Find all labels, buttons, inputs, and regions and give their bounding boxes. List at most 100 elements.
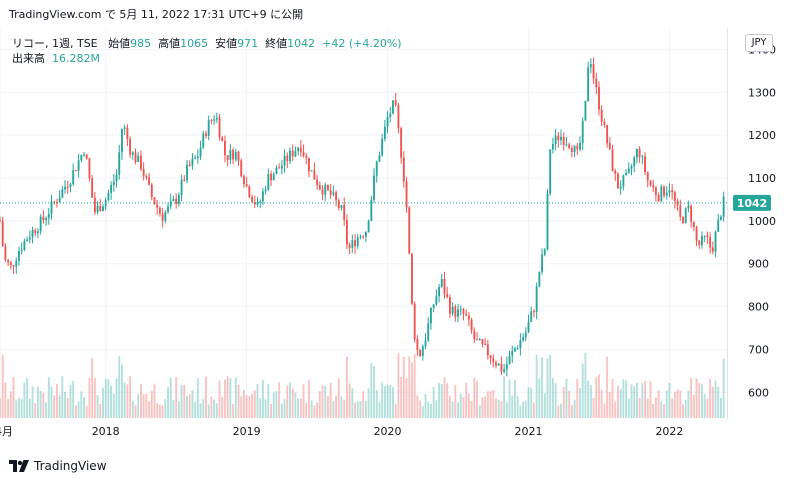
volume-bar — [234, 377, 237, 418]
open-label: 始値 — [108, 37, 131, 50]
volume-bar — [9, 391, 12, 418]
candle-body — [652, 185, 655, 188]
volume-bar — [709, 378, 712, 418]
volume-bar — [74, 405, 77, 418]
candle-body — [215, 117, 218, 120]
candle-body — [573, 145, 576, 152]
candle-body — [270, 173, 272, 181]
volume-bar — [299, 398, 302, 418]
volume-bar — [378, 402, 381, 418]
candle-body — [454, 306, 457, 317]
volume-bar — [237, 384, 240, 418]
candle-body — [42, 216, 45, 220]
volume-bar — [714, 380, 717, 418]
candle-body — [256, 202, 259, 205]
volume-bar — [448, 395, 451, 418]
volume-bar — [663, 404, 665, 418]
volume-bar — [635, 382, 638, 418]
volume-bar — [335, 395, 338, 418]
candle-body — [31, 229, 34, 238]
candle-body — [107, 192, 110, 201]
volume-bar — [698, 382, 701, 418]
volume-bar — [484, 396, 487, 418]
candle-body — [354, 240, 356, 247]
candle-body — [1, 220, 4, 247]
candle-body — [408, 207, 411, 254]
candle-body — [177, 195, 180, 205]
candle-body — [514, 348, 516, 352]
candle-body — [484, 343, 487, 345]
volume-bar — [240, 396, 243, 418]
volume-bar — [191, 390, 194, 418]
candle-body — [245, 184, 248, 187]
candle-body — [543, 249, 546, 255]
volume-bar — [671, 398, 674, 418]
candle-body — [47, 213, 50, 219]
volume-bar — [682, 404, 684, 418]
volume-bar — [123, 382, 126, 418]
volume-bar — [568, 390, 571, 418]
candle-body — [654, 187, 657, 196]
volume-bar — [34, 403, 37, 418]
volume-bar — [362, 391, 365, 418]
volume-bar — [592, 398, 595, 418]
candle-body — [275, 167, 278, 175]
volume-bar — [486, 391, 489, 418]
volume-bar — [595, 377, 598, 418]
candlestick-chart[interactable]: 1042 60070080090010001100120013001400 4月… — [0, 28, 792, 450]
candle-body — [595, 78, 598, 88]
time-axis: 4月 2018 2019 2020 2021 2022 — [0, 425, 683, 438]
volume-bar — [503, 376, 506, 418]
legend-row-volume: 出来高 16.282M — [12, 51, 402, 66]
candle-body — [337, 200, 340, 209]
volume-bar — [343, 399, 346, 418]
candle-body — [39, 216, 42, 232]
tradingview-brand: TradingView — [34, 459, 107, 473]
candle-body — [110, 184, 113, 193]
volume-bar — [316, 402, 319, 418]
candle-body — [112, 181, 115, 185]
time-tick-label: 2018 — [92, 425, 120, 438]
volume-bar — [579, 388, 581, 418]
volume-bar — [50, 386, 53, 418]
candle-body — [240, 160, 243, 177]
volume-bar — [489, 391, 492, 418]
price-tick-label: 1300 — [748, 86, 776, 99]
tradingview-footer[interactable]: TradingView — [9, 458, 107, 474]
volume-bar — [210, 396, 213, 418]
volume-bar — [692, 394, 695, 418]
volume-bar — [356, 401, 359, 418]
volume-bar — [701, 384, 703, 418]
candle-body — [207, 120, 210, 136]
last-price-tag — [733, 194, 771, 211]
candle-body — [646, 172, 649, 181]
volume-bar — [652, 403, 655, 418]
volume-bar — [419, 400, 422, 418]
volume-bar — [1, 354, 4, 418]
candle-body — [102, 206, 104, 212]
candle-body — [630, 166, 633, 169]
candle-body — [145, 175, 148, 178]
candle-body — [324, 184, 327, 195]
candle-body — [150, 184, 153, 198]
volume-bar — [337, 378, 340, 418]
volume-bar — [345, 356, 348, 418]
candle-body — [459, 309, 462, 311]
candle-body — [503, 369, 506, 372]
volume-bar — [516, 396, 519, 418]
currency-button[interactable]: JPY — [745, 34, 773, 52]
volume-bar — [549, 355, 552, 418]
volume-bar — [248, 396, 251, 418]
price-tick-label: 1100 — [748, 172, 776, 185]
candle-body — [416, 339, 419, 351]
volume-bar — [121, 364, 123, 418]
price-tick-label: 800 — [748, 301, 769, 314]
candle-body — [541, 254, 544, 272]
volume-bar — [416, 395, 419, 418]
candle-body — [489, 355, 492, 359]
candle-body — [638, 149, 641, 157]
candle-body — [473, 330, 476, 340]
chart-area[interactable]: 1042 60070080090010001100120013001400 4月… — [0, 28, 792, 450]
volume-bar — [232, 404, 235, 418]
candle-body — [213, 119, 216, 121]
